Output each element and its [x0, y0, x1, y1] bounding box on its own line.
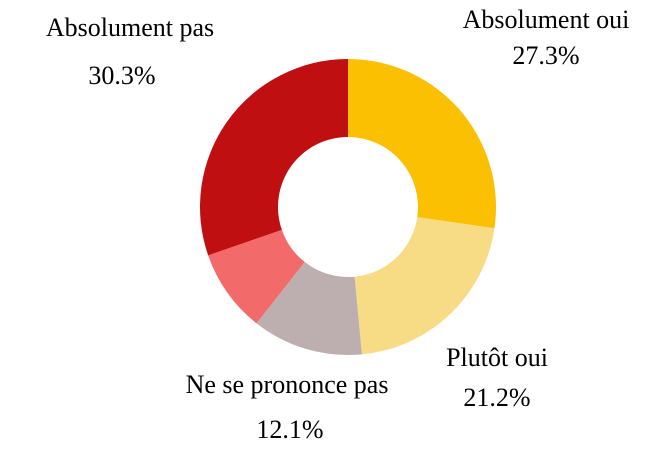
slice-label: Ne se prononce pas: [186, 370, 389, 399]
slice-label: Absolument oui: [463, 5, 630, 34]
slice-value-label: 30.3%: [88, 61, 155, 90]
slice-label: Plutôt oui: [446, 343, 548, 372]
donut-slice: [354, 217, 495, 355]
slice-value-label: 21.2%: [463, 383, 530, 412]
slice-value-label: 12.1%: [256, 415, 323, 444]
slice-value-label: 27.3%: [512, 41, 579, 70]
slice-label: Absolument pas: [46, 13, 214, 42]
donut-slice: [256, 262, 362, 355]
donut-slice: [208, 229, 305, 324]
donut-slice: [348, 59, 496, 229]
donut-slice: [199, 59, 348, 256]
